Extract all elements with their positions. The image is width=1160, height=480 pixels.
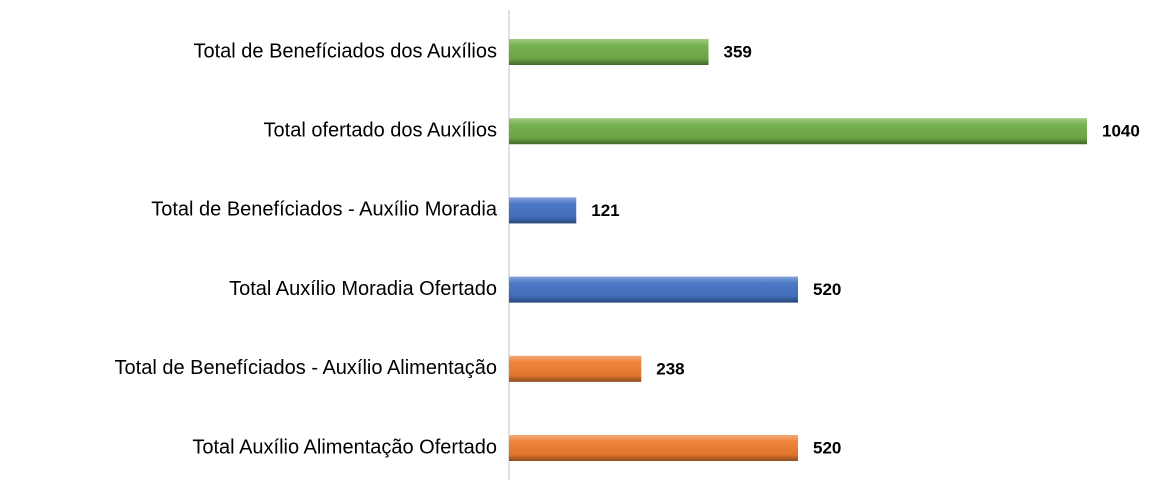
bar-shade: [509, 39, 709, 65]
value-label: 1040: [1102, 122, 1140, 141]
bar-shade: [509, 276, 798, 303]
category-label: Total Auxílio Alimentação Ofertado: [192, 436, 497, 458]
category-label: Total de Benefíciados - Auxílio Alimenta…: [115, 357, 497, 379]
value-label: 520: [813, 438, 841, 457]
value-label: 121: [591, 201, 619, 220]
category-label: Total de Benefíciados - Auxílio Moradia: [151, 199, 498, 221]
bar-shade: [509, 355, 642, 382]
value-label: 238: [656, 359, 684, 378]
bar-shade: [509, 435, 798, 461]
bar-shade: [509, 118, 1087, 145]
value-label: 359: [724, 42, 752, 61]
category-label: Total Auxílio Moradia Ofertado: [229, 278, 497, 300]
bar-shade: [509, 197, 577, 224]
category-label: Total de Benefíciados dos Auxílios: [193, 40, 497, 62]
value-label: 520: [813, 280, 841, 299]
category-label: Total ofertado dos Auxílios: [264, 119, 497, 141]
